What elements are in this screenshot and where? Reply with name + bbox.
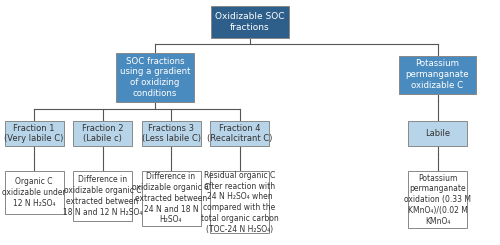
Text: Oxidizable SOC
fractions: Oxidizable SOC fractions [215,12,285,32]
FancyBboxPatch shape [399,56,476,94]
Text: Fractions 3
(Less labile C): Fractions 3 (Less labile C) [142,124,201,143]
Text: Labile: Labile [425,129,450,138]
FancyBboxPatch shape [73,171,132,221]
Text: Organic C
oxidizable under
12 N H₂SO₄: Organic C oxidizable under 12 N H₂SO₄ [2,177,66,208]
FancyBboxPatch shape [210,121,269,146]
Text: Difference in
oxidizable organic C
extracted between
24 N and 18 N
H₂SO₄: Difference in oxidizable organic C extra… [132,172,210,224]
Text: Fraction 1
(Very labile C): Fraction 1 (Very labile C) [4,124,64,143]
Text: Residual organic C
after reaction with
24 N H₂SO₄ when
compared with the
total o: Residual organic C after reaction with 2… [200,171,278,233]
Text: Fraction 4
(Recalcitrant C): Fraction 4 (Recalcitrant C) [207,124,272,143]
Text: Potassium
permanganate
oxidation (0.33 M
KMnO₄)/(0.02 M
KMnO₄: Potassium permanganate oxidation (0.33 M… [404,174,471,226]
FancyBboxPatch shape [210,171,269,233]
FancyBboxPatch shape [211,6,289,38]
Text: Potassium
permanganate
oxidizable C: Potassium permanganate oxidizable C [406,60,469,90]
FancyBboxPatch shape [142,121,201,146]
FancyBboxPatch shape [116,53,194,102]
FancyBboxPatch shape [73,121,132,146]
FancyBboxPatch shape [408,121,467,146]
Text: Difference in
oxidizable organic C
extracted between
18 N and 12 N H₂SO₄: Difference in oxidizable organic C extra… [63,175,142,217]
FancyBboxPatch shape [4,121,64,146]
Text: Fraction 2
(Labile c): Fraction 2 (Labile c) [82,124,123,143]
Text: SOC fractions
using a gradient
of oxidizing
conditions: SOC fractions using a gradient of oxidiz… [120,57,190,98]
FancyBboxPatch shape [4,171,64,214]
FancyBboxPatch shape [408,171,467,228]
FancyBboxPatch shape [142,171,201,226]
